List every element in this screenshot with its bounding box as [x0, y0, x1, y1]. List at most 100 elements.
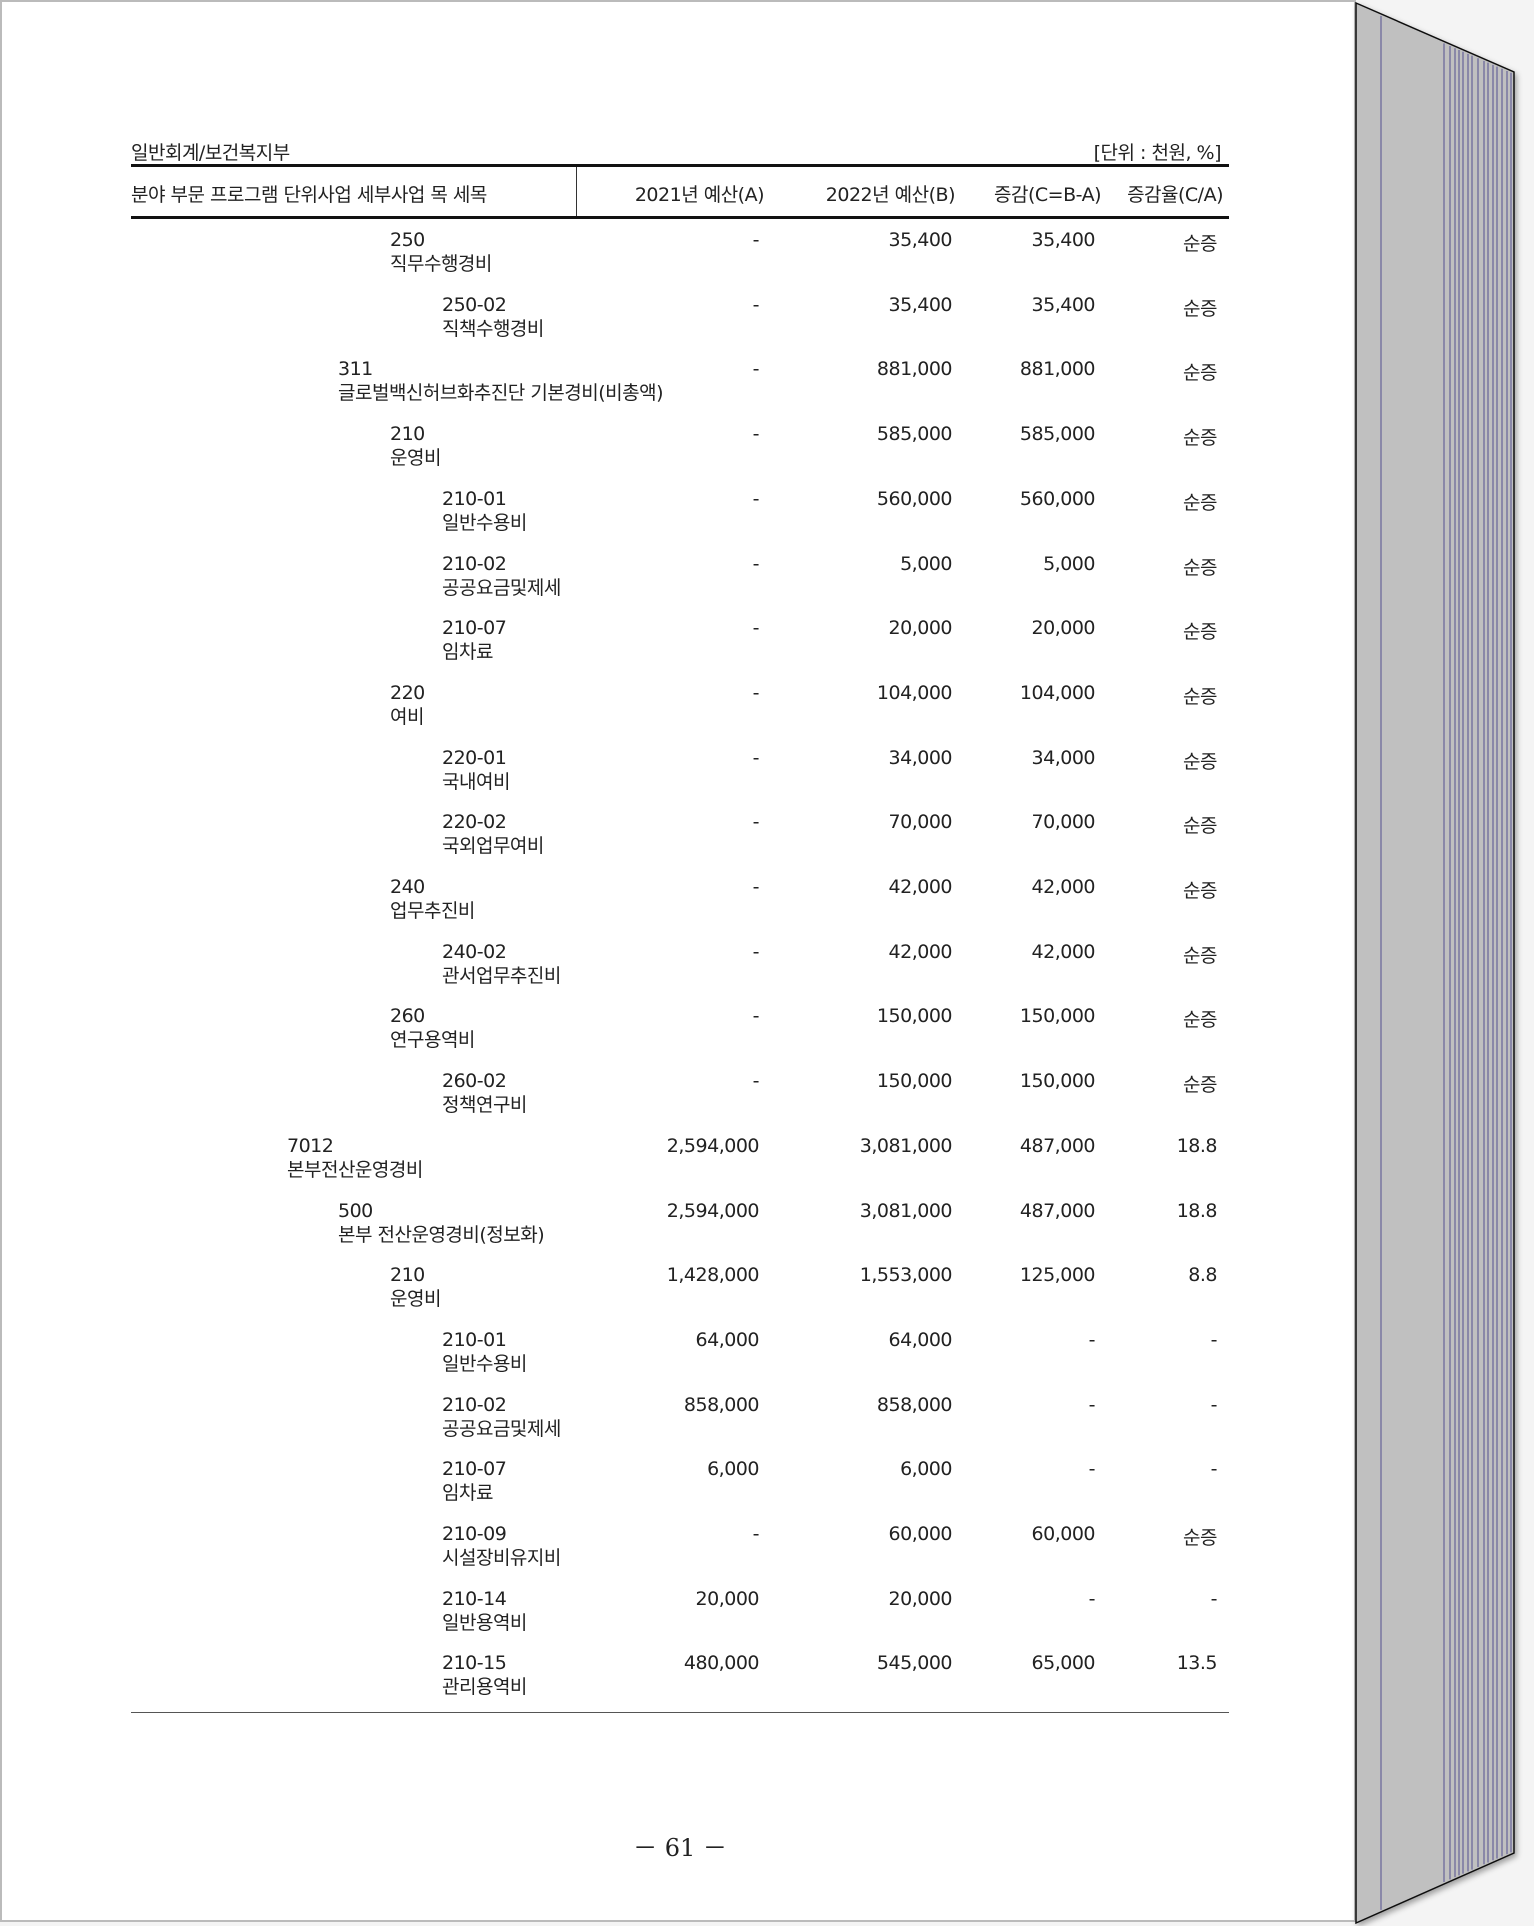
row-budget-2022: 35,400	[888, 293, 953, 316]
row-change: 35,400	[1031, 293, 1096, 316]
row-change: -	[1088, 1393, 1096, 1416]
row-budget-2022: 5,000	[900, 552, 952, 575]
row-name: 본부전산운영경비	[287, 1158, 423, 1181]
row-budget-2022: 20,000	[888, 1587, 953, 1610]
row-rate: 순증	[1183, 1009, 1217, 1032]
row-budget-2022: 42,000	[888, 940, 953, 963]
row-budget-2021: -	[752, 1070, 760, 1093]
row-budget-2022: 150,000	[876, 1005, 953, 1028]
row-budget-2021: 1,428,000	[666, 1264, 760, 1287]
row-budget-2022: 545,000	[876, 1652, 953, 1675]
row-name: 관서업무추진비	[442, 964, 561, 987]
row-budget-2022: 34,000	[888, 746, 953, 769]
row-code: 210	[390, 423, 425, 446]
row-change: 65,000	[1031, 1652, 1096, 1675]
row-change: 560,000	[1019, 487, 1096, 510]
row-rate: 순증	[1183, 815, 1217, 838]
row-change: -	[1088, 1587, 1096, 1610]
row-rate: 18.8	[1176, 1199, 1218, 1222]
row-code: 210-01	[442, 1328, 507, 1351]
col-header-rate: 증감율(C/A)	[1127, 184, 1223, 206]
table-top-rule	[131, 164, 1229, 167]
row-budget-2021: -	[752, 1005, 760, 1028]
row-name: 임차료	[442, 1482, 493, 1505]
row-budget-2022: 35,400	[888, 229, 953, 251]
row-name: 공공요금및제세	[442, 576, 561, 599]
header-divider	[576, 167, 577, 217]
page-number: － 61 －	[633, 1834, 727, 1862]
row-code: 500	[338, 1199, 373, 1222]
row-code: 260	[390, 1005, 425, 1028]
row-rate: 13.5	[1176, 1652, 1218, 1675]
row-name: 일반수용비	[442, 511, 527, 534]
row-code: 210-15	[442, 1652, 507, 1675]
row-name: 시설장비유지비	[442, 1547, 561, 1569]
row-rate: 순증	[1183, 362, 1217, 385]
col-header-2022: 2022년 예산(B)	[825, 184, 956, 206]
row-name: 연구용역비	[390, 1029, 475, 1052]
row-code: 220-02	[442, 811, 507, 834]
row-change: 881,000	[1019, 358, 1096, 381]
row-budget-2022: 1,553,000	[859, 1264, 953, 1287]
row-budget-2022: 70,000	[888, 811, 953, 834]
row-budget-2022: 585,000	[876, 423, 953, 446]
row-rate: -	[1210, 1458, 1218, 1481]
row-budget-2021: -	[752, 811, 760, 834]
row-rate: 순증	[1183, 880, 1217, 902]
row-rate: -	[1210, 1587, 1218, 1610]
row-code: 220	[390, 681, 425, 704]
row-name: 직책수행경비	[442, 317, 544, 340]
row-budget-2021: 858,000	[683, 1393, 760, 1416]
row-change: 125,000	[1019, 1264, 1096, 1287]
row-rate: 순증	[1183, 427, 1217, 450]
row-change: 585,000	[1019, 423, 1096, 446]
row-name: 공공요금및제세	[442, 1417, 561, 1440]
row-change: -	[1088, 1458, 1096, 1481]
row-name: 본부 전산운영경비(정보화)	[338, 1223, 545, 1246]
row-rate: 순증	[1183, 233, 1217, 255]
row-change: 150,000	[1019, 1005, 1096, 1028]
table-bottom-rule	[131, 1712, 1229, 1713]
row-rate: 순증	[1183, 621, 1217, 644]
row-code: 210-02	[442, 552, 507, 575]
row-code: 240	[390, 876, 425, 898]
row-budget-2021: 2,594,000	[666, 1199, 760, 1222]
row-name: 국내여비	[442, 770, 510, 793]
row-name: 직무수행경비	[390, 253, 492, 275]
row-rate: 순증	[1183, 944, 1217, 967]
row-budget-2021: -	[752, 1523, 760, 1545]
row-budget-2021: -	[752, 681, 760, 704]
row-rate: 순증	[1183, 1074, 1217, 1097]
row-budget-2022: 64,000	[888, 1328, 953, 1351]
row-budget-2022: 858,000	[876, 1393, 953, 1416]
row-code: 210-09	[442, 1523, 507, 1545]
row-rate: 순증	[1183, 685, 1217, 708]
row-name: 여비	[390, 705, 424, 728]
row-budget-2021: -	[752, 229, 760, 251]
row-change: 70,000	[1031, 811, 1096, 834]
row-code: 210-02	[442, 1393, 507, 1416]
row-name: 업무추진비	[390, 900, 475, 922]
row-budget-2021: -	[752, 487, 760, 510]
row-change: 20,000	[1031, 617, 1096, 640]
row-change: 60,000	[1031, 1523, 1096, 1545]
row-code: 240-02	[442, 940, 507, 963]
row-code: 250	[390, 229, 425, 251]
row-change: 104,000	[1019, 681, 1096, 704]
row-rate: 순증	[1183, 297, 1217, 320]
row-change: 487,000	[1019, 1134, 1096, 1157]
row-budget-2022: 3,081,000	[859, 1199, 953, 1222]
row-budget-2022: 881,000	[876, 358, 953, 381]
row-budget-2021: 6,000	[707, 1458, 759, 1481]
row-code: 7012	[287, 1134, 334, 1157]
row-rate: 순증	[1183, 491, 1217, 514]
row-change: 5,000	[1043, 552, 1095, 575]
row-code: 210-01	[442, 487, 507, 510]
row-code: 260-02	[442, 1070, 507, 1093]
row-budget-2021: 20,000	[695, 1587, 760, 1610]
unit-label: [단위 : 천원, %]	[1093, 142, 1222, 164]
row-code: 250-02	[442, 293, 507, 316]
row-budget-2022: 104,000	[876, 681, 953, 704]
row-name: 운영비	[390, 447, 441, 470]
